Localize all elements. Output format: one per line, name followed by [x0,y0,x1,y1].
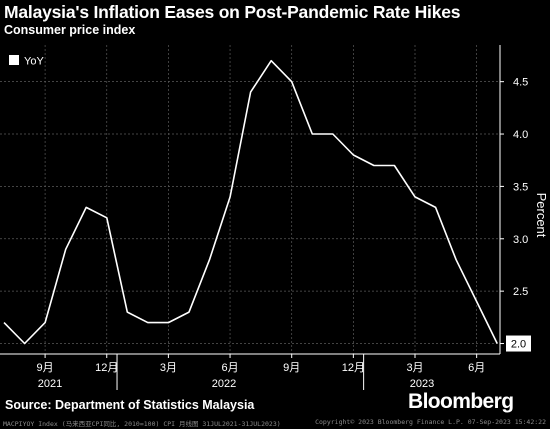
footer-ticker-info: MACPIYOY Index (马来西亚CPI同比, 2010=100) CPI… [3,420,281,428]
legend: YoY [9,55,44,68]
x-tick-label: 9月 [37,362,54,374]
last-value-label: 2.0 [511,339,526,351]
x-axis-ticks: 9月 12月 3月 6月 9月 12月 3月 6月 2021 2022 2023 [37,354,485,390]
x-tick-label: 3月 [160,362,177,374]
series-line-yoy [3,59,498,345]
series-layer: 2.0 [3,59,531,352]
x-tick-label: 12月 [342,362,365,374]
year-label: 2023 [410,378,434,390]
y-tick-label: 2.5 [513,286,528,298]
legend-label: YoY [24,56,44,68]
axes [0,45,501,355]
y-tick-label: 3.5 [513,181,528,193]
legend-swatch [9,55,19,65]
y-tick-label: 3.0 [513,234,528,246]
y-tick-label: 4.5 [513,77,528,89]
gridlines [0,45,500,354]
x-tick-label: 9月 [283,362,300,374]
y-axis-ticks: 2.0 2.5 3.0 3.5 4.0 4.5 [500,77,528,351]
year-label: 2022 [212,378,236,390]
x-tick-label: 12月 [95,362,118,374]
chart-subtitle: Consumer price index [4,23,136,37]
bloomberg-logo: Bloomberg [408,390,514,413]
last-value-box [506,335,531,352]
source-note: Source: Department of Statistics Malaysi… [5,398,255,412]
chart-title: Malaysia's Inflation Eases on Post-Pande… [4,2,461,22]
y-axis-label: Percent [534,193,549,238]
x-tick-label: 6月 [221,362,238,374]
year-label: 2021 [38,378,62,390]
footer-copyright: Copyright© 2023 Bloomberg Finance L.P. 0… [315,418,546,426]
y-tick-label: 4.0 [513,129,528,141]
x-tick-label: 6月 [468,362,485,374]
x-tick-label: 3月 [406,362,423,374]
